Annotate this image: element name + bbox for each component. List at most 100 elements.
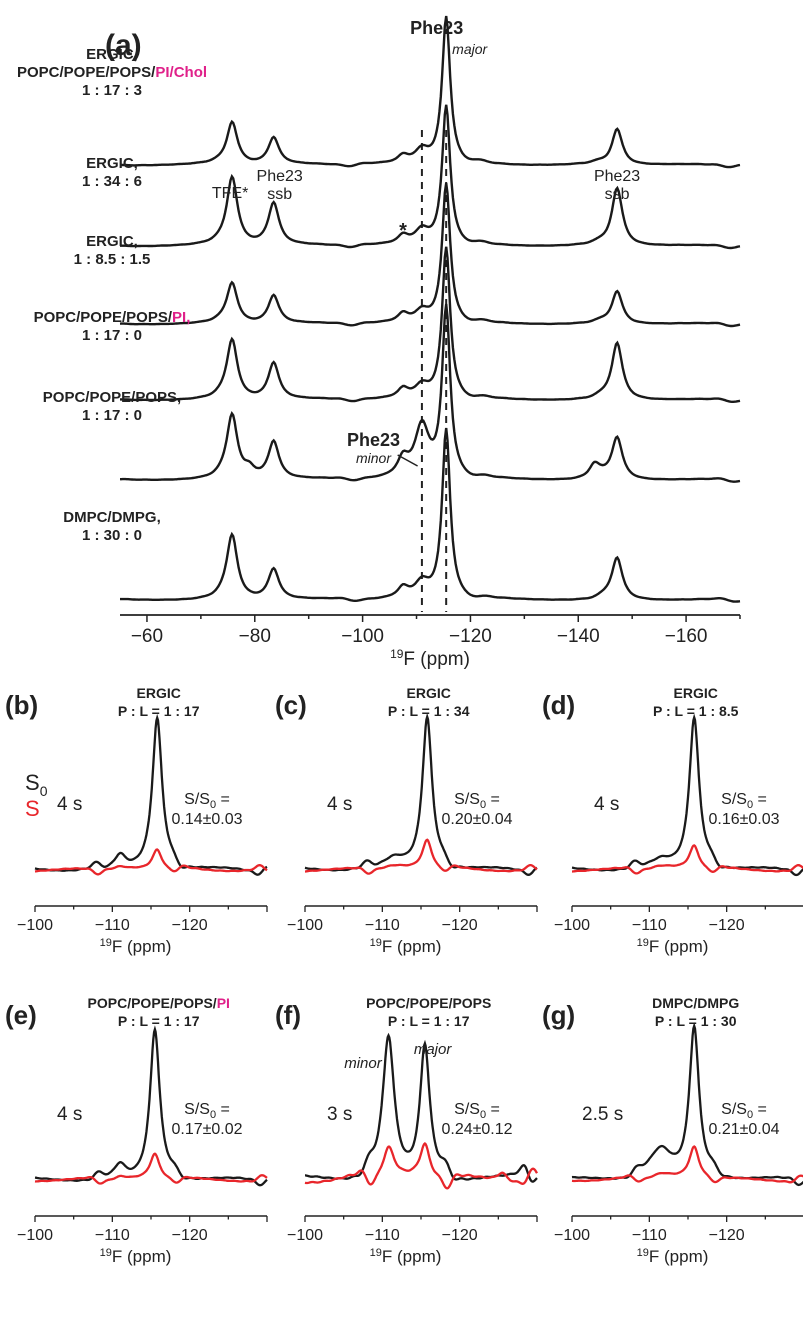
star-annotation: * bbox=[399, 220, 407, 242]
sample-label: 1 : 34 : 6 bbox=[82, 173, 142, 190]
ssb-label: ssb bbox=[267, 186, 292, 203]
phe23-minor-title: Phe23 bbox=[347, 430, 400, 450]
sample-label: 1 : 17 : 0 bbox=[82, 407, 142, 424]
x-tick-label: −100 bbox=[554, 917, 590, 934]
ratio-label: S/S0 = bbox=[454, 791, 500, 811]
s0-trace bbox=[34, 1025, 268, 1187]
ssb-label: ssb bbox=[605, 186, 630, 203]
sample-label: ERGIC, bbox=[86, 233, 138, 250]
panel-label: (f) bbox=[275, 1000, 301, 1030]
panel-title: DMPC/DMPG bbox=[652, 995, 739, 1011]
x-tick-label: −110 bbox=[632, 917, 667, 934]
s0-trace bbox=[34, 713, 268, 876]
ratio-value: 0.20±0.04 bbox=[441, 811, 512, 828]
delay-time-label: 4 s bbox=[57, 794, 82, 815]
x-tick-label: −140 bbox=[557, 626, 600, 647]
ratio-value: 0.14±0.03 bbox=[171, 811, 242, 828]
ssb-label: Phe23 bbox=[594, 168, 640, 185]
x-axis-label: 19F (ppm) bbox=[637, 937, 709, 956]
x-axis-label: 19F (ppm) bbox=[100, 1247, 172, 1266]
ratio-value: 0.16±0.03 bbox=[708, 811, 779, 828]
x-tick-label: −60 bbox=[131, 626, 163, 647]
delay-time-label: 3 s bbox=[327, 1104, 352, 1125]
s-trace bbox=[34, 1152, 268, 1185]
sample-label: 1 : 17 : 3 bbox=[82, 82, 142, 99]
spectrum-trace bbox=[120, 427, 741, 603]
delay-time-label: 2.5 s bbox=[582, 1104, 623, 1125]
spectrum-trace bbox=[119, 182, 741, 328]
panel-e: (e) POPC/POPE/POPS/PI P : L = 1 : 17 4 s S/S… bbox=[5, 995, 268, 1266]
x-axis-label: 19F (ppm) bbox=[370, 1247, 442, 1266]
ratio-value: 0.17±0.02 bbox=[171, 1121, 242, 1138]
x-tick-label: −100 bbox=[287, 917, 323, 934]
s-trace bbox=[304, 1141, 538, 1190]
panel-label: (g) bbox=[542, 1000, 575, 1030]
ratio-label: S/S0 = bbox=[454, 1101, 500, 1121]
spectrum-trace bbox=[120, 246, 741, 403]
phe23-major-sublabel: major bbox=[452, 41, 488, 57]
panel-subtitle: P : L = 1 : 17 bbox=[388, 1013, 470, 1029]
ratio-label: S/S0 = bbox=[721, 1101, 767, 1121]
x-tick-label: −100 bbox=[17, 917, 53, 934]
ratio-label: S/S0 = bbox=[184, 791, 230, 811]
sample-label: POPC/POPE/POPS/PI, bbox=[34, 309, 191, 326]
panel-subtitle: P : L = 1 : 34 bbox=[388, 703, 470, 719]
x-axis-label: 19F (ppm) bbox=[390, 647, 470, 670]
panel-title: ERGIC bbox=[407, 685, 451, 701]
ratio-label: S/S0 = bbox=[721, 791, 767, 811]
x-axis-label: 19F (ppm) bbox=[100, 937, 172, 956]
s0-trace bbox=[304, 712, 538, 876]
sample-label: 1 : 8.5 : 1.5 bbox=[74, 251, 151, 268]
panel-title: ERGIC bbox=[674, 685, 718, 701]
panel-subtitle: P : L = 1 : 17 bbox=[118, 1013, 200, 1029]
delay-time-label: 4 s bbox=[57, 1104, 82, 1125]
sample-label: ERGIC, bbox=[86, 155, 138, 172]
sample-label: POPC/POPE/POPS, bbox=[43, 389, 181, 406]
x-tick-label: −120 bbox=[442, 1227, 478, 1244]
delay-time-label: 4 s bbox=[327, 794, 352, 815]
minor-pointer bbox=[397, 454, 418, 467]
x-axis-label: 19F (ppm) bbox=[370, 937, 442, 956]
ratio-label: S/S0 = bbox=[184, 1101, 230, 1121]
x-tick-label: −110 bbox=[365, 917, 400, 934]
sample-label: 1 : 17 : 0 bbox=[82, 327, 142, 344]
panel-title: POPC/POPE/POPS/PI bbox=[88, 995, 230, 1011]
s-legend: S bbox=[25, 796, 40, 821]
x-tick-label: −100 bbox=[341, 626, 384, 647]
x-axis-label: 19F (ppm) bbox=[637, 1247, 709, 1266]
panel-d: (d) ERGIC P : L = 1 : 8.5 4 s S/S0 =0.16±0.0… bbox=[542, 685, 803, 956]
s-trace bbox=[571, 1145, 803, 1184]
tfe-label: TFE* bbox=[212, 185, 248, 202]
sample-label: DMPC/DMPG, bbox=[63, 509, 161, 526]
panel-b: (b) ERGIC P : L = 1 : 17 S0S 4 s S/S0 =0.14±0… bbox=[5, 685, 268, 956]
panel-f: (f) POPC/POPE/POPS P : L = 1 : 17 minor majo… bbox=[275, 995, 538, 1266]
spectrum-trace bbox=[120, 15, 741, 169]
panel-title: POPC/POPE/POPS bbox=[366, 995, 491, 1011]
x-tick-label: −100 bbox=[17, 1227, 53, 1244]
delay-time-label: 4 s bbox=[594, 794, 619, 815]
panel-subtitle: P : L = 1 : 8.5 bbox=[653, 703, 739, 719]
x-tick-label: −110 bbox=[365, 1227, 400, 1244]
spectrum-trace bbox=[120, 303, 741, 483]
panel-label: (e) bbox=[5, 1000, 37, 1030]
panel-c: (c) ERGIC P : L = 1 : 34 4 s S/S0 =0.20±0.04… bbox=[275, 685, 538, 956]
x-tick-label: −120 bbox=[172, 917, 208, 934]
x-tick-label: −160 bbox=[665, 626, 708, 647]
ssb-label: Phe23 bbox=[257, 168, 303, 185]
ratio-value: 0.21±0.04 bbox=[708, 1121, 779, 1138]
panel-label: (a) bbox=[105, 29, 142, 62]
x-tick-label: −120 bbox=[709, 1227, 745, 1244]
s0-trace bbox=[571, 713, 803, 877]
s-trace bbox=[34, 848, 268, 876]
panel-title: ERGIC bbox=[137, 685, 181, 701]
panel-g: (g) DMPC/DMPG P : L = 1 : 30 2.5 s S/S0 =0.2… bbox=[542, 995, 803, 1266]
s-trace bbox=[572, 844, 803, 875]
x-tick-label: −110 bbox=[632, 1227, 667, 1244]
ratio-value: 0.24±0.12 bbox=[441, 1121, 512, 1138]
x-tick-label: −110 bbox=[95, 1227, 130, 1244]
x-tick-label: −120 bbox=[709, 917, 745, 934]
x-tick-label: −120 bbox=[172, 1227, 208, 1244]
panel-a: (a)Phe23majorERGIC,POPC/POPE/POPS/PI/Cho… bbox=[17, 15, 741, 670]
panel-label: (c) bbox=[275, 690, 307, 720]
